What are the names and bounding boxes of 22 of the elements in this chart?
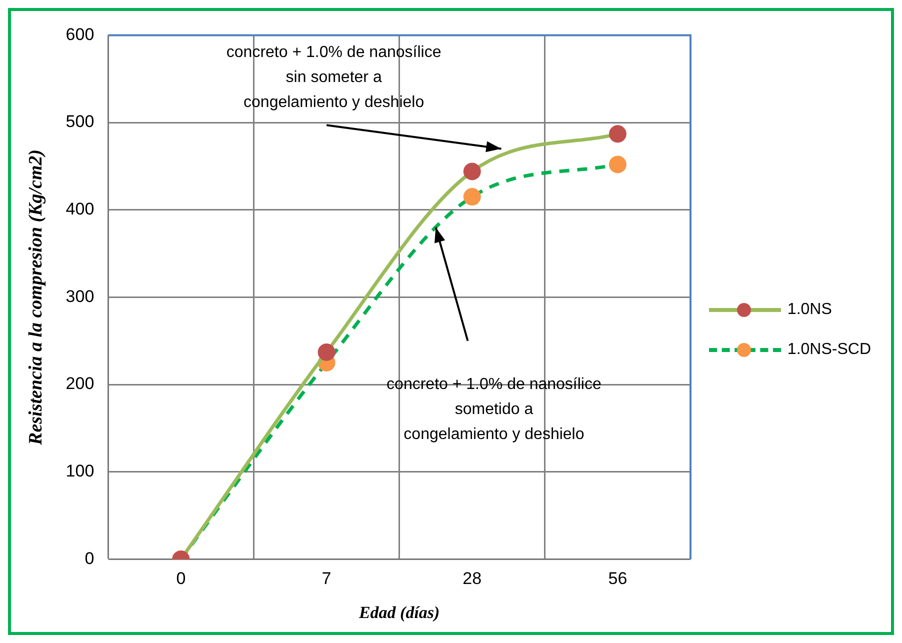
point xyxy=(318,343,336,361)
x-tick-label: 7 xyxy=(322,569,332,588)
x-tick-label: 56 xyxy=(608,569,628,588)
annotation: concreto + 1.0% de nanosílice sometido a congelamiento y deshielo xyxy=(386,376,602,443)
legend-label: 1.0NS-SCD xyxy=(787,341,871,359)
y-tick-label: 200 xyxy=(66,374,94,394)
y-tick-label: 100 xyxy=(66,462,94,481)
y-tick-label: 300 xyxy=(66,286,94,306)
y-tick-label: 0 xyxy=(84,548,94,568)
x-tick-label: 28 xyxy=(462,569,482,588)
x-tick-label: 0 xyxy=(176,569,186,588)
point xyxy=(463,162,481,180)
y-tick-label: 500 xyxy=(66,112,94,132)
point xyxy=(608,125,626,143)
legend-label: 1.0NS xyxy=(787,301,832,319)
y-tick-label: 600 xyxy=(66,24,94,44)
x-axis-title: Edad (días) xyxy=(358,603,440,622)
annotation: concreto + 1.0% de nanosílice sin someter a congelamiento y deshielo xyxy=(226,44,442,112)
point xyxy=(463,188,481,206)
point xyxy=(608,156,626,174)
y-tick-label: 400 xyxy=(66,200,94,219)
y-axis-title: Resistencia a la compresion (Kg/cm2) xyxy=(25,149,46,446)
